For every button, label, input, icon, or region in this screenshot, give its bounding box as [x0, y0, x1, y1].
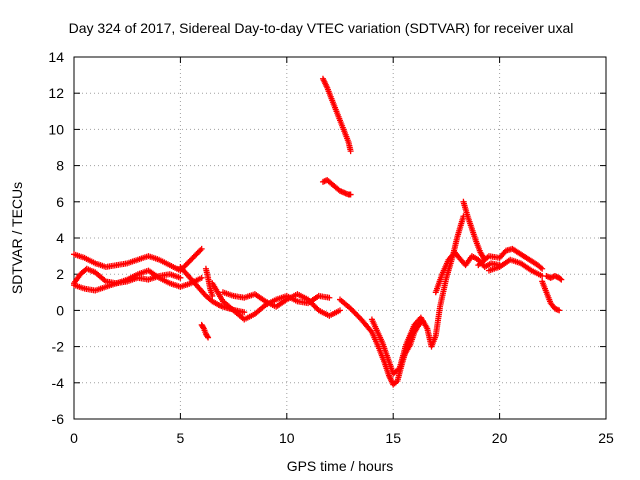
series-arc-15	[460, 198, 488, 263]
data-point	[205, 334, 212, 341]
series-arc-9	[319, 75, 354, 155]
interp-point	[200, 324, 207, 331]
y-tick-label: 0	[56, 302, 64, 318]
y-tick-label: 2	[56, 266, 64, 282]
data-point	[347, 191, 354, 198]
data-point	[241, 309, 248, 316]
data-point	[539, 265, 546, 272]
series-arc-6	[198, 321, 212, 341]
x-axis-label: GPS time / hours	[287, 458, 394, 474]
x-tick-label: 20	[492, 430, 508, 446]
y-tick-label: -2	[52, 339, 65, 355]
tick-labels: -6 -4 -2 0 2 4 6 8 10 12 14 0 5 10 15 20 25	[48, 49, 614, 446]
series-arc-3	[71, 271, 184, 294]
y-tick-label: 12	[48, 85, 64, 101]
series-arc-10	[319, 177, 354, 198]
x-tick-label: 5	[177, 430, 185, 446]
y-axis-label: SDTVAR / TECUs	[9, 182, 25, 294]
data-point	[419, 318, 426, 325]
interp-point	[204, 333, 211, 340]
y-tick-label: -6	[52, 411, 65, 427]
chart-title: Day 324 of 2017, Sidereal Day-to-day VTE…	[69, 20, 574, 36]
x-tick-label: 0	[70, 430, 78, 446]
data-point	[177, 274, 184, 281]
data-point	[326, 294, 333, 301]
data-point	[337, 307, 343, 314]
series-arc-18	[539, 278, 563, 314]
data-points	[71, 75, 565, 388]
interp-point	[557, 275, 564, 282]
series-arc-1	[71, 245, 205, 274]
series-arc-5	[202, 265, 216, 299]
y-tick-label: 8	[56, 158, 64, 174]
data-point	[198, 274, 205, 281]
y-tick-label: 4	[56, 230, 64, 246]
series-arc-8	[219, 289, 343, 319]
y-tick-label: -4	[52, 375, 65, 391]
x-tick-label: 10	[279, 430, 295, 446]
y-tick-label: 14	[48, 49, 64, 65]
axis-ticks	[73, 56, 607, 420]
series-arc-19	[543, 273, 565, 283]
series-arc-16	[475, 245, 546, 272]
series-arc-17	[485, 256, 546, 280]
data-point	[347, 148, 354, 155]
data-point	[558, 276, 565, 283]
y-tick-label: 6	[56, 194, 64, 210]
y-tick-label: 10	[48, 121, 64, 137]
series-arc-13	[400, 318, 426, 359]
x-tick-label: 25	[598, 430, 614, 446]
data-point	[209, 292, 216, 299]
x-tick-label: 15	[385, 430, 401, 446]
data-point	[556, 307, 563, 314]
data-point	[198, 245, 205, 252]
